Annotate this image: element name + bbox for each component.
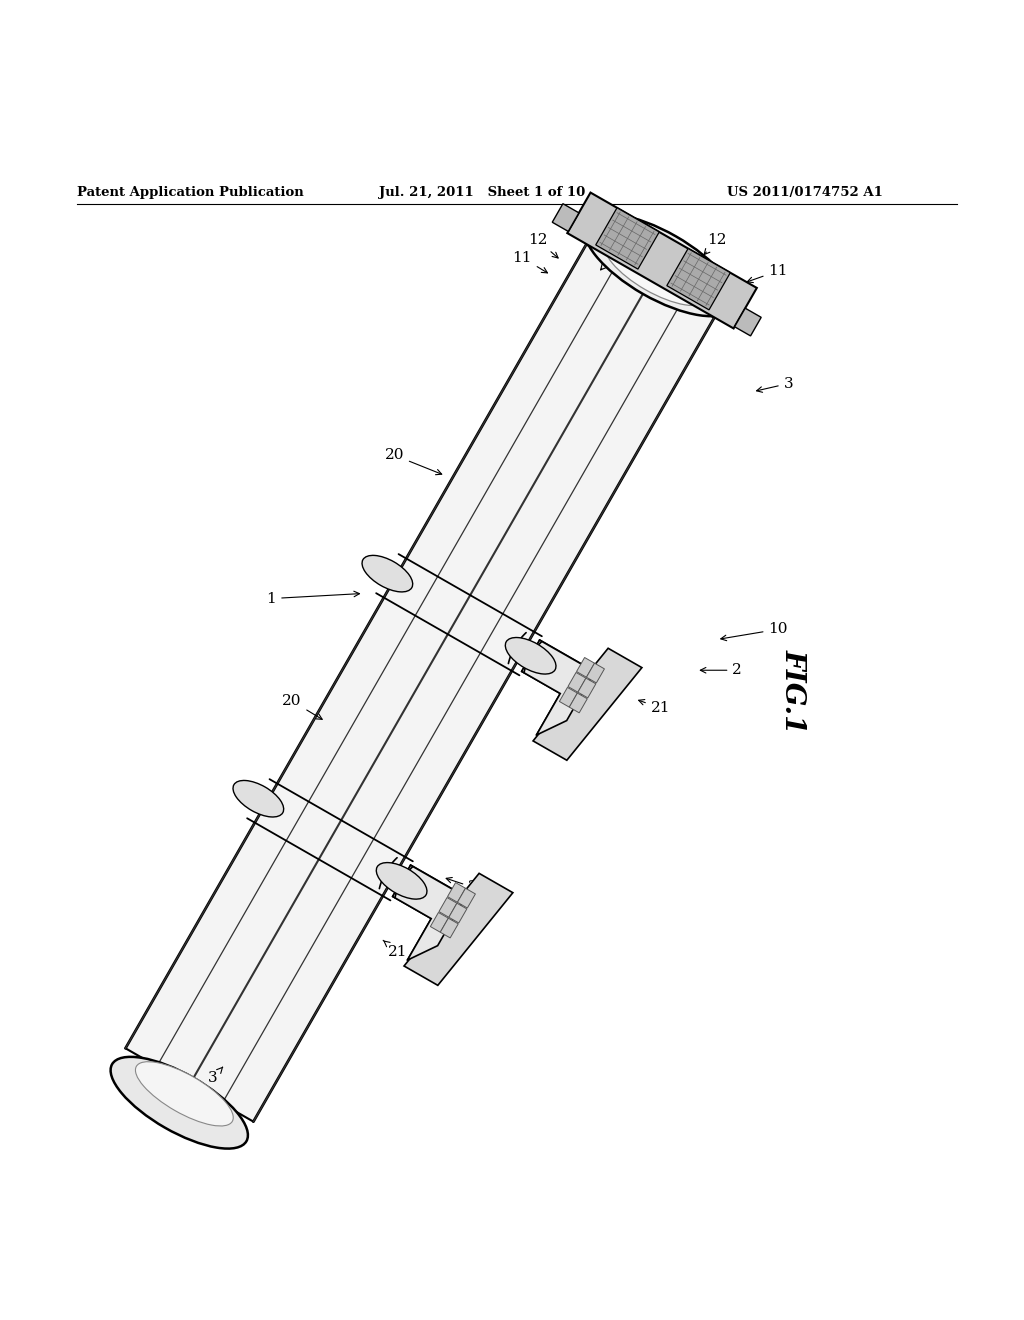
Polygon shape <box>567 193 757 329</box>
Polygon shape <box>449 903 467 923</box>
Polygon shape <box>578 678 596 698</box>
Text: US 2011/0174752 A1: US 2011/0174752 A1 <box>727 186 883 198</box>
Polygon shape <box>430 912 449 932</box>
Text: 2: 2 <box>446 878 478 895</box>
Ellipse shape <box>233 780 284 817</box>
Ellipse shape <box>604 235 709 305</box>
Text: 11: 11 <box>748 264 788 282</box>
Text: 3: 3 <box>757 376 794 392</box>
Text: 3: 3 <box>208 1067 222 1085</box>
Polygon shape <box>587 663 604 682</box>
Polygon shape <box>568 672 586 692</box>
Polygon shape <box>569 693 588 713</box>
Ellipse shape <box>376 862 427 899</box>
Polygon shape <box>734 308 761 335</box>
Polygon shape <box>552 203 579 231</box>
Polygon shape <box>392 865 466 960</box>
Text: 11: 11 <box>512 251 548 273</box>
Ellipse shape <box>135 1061 233 1126</box>
Ellipse shape <box>584 214 735 317</box>
Polygon shape <box>440 919 459 939</box>
Polygon shape <box>596 207 659 269</box>
Polygon shape <box>404 874 513 985</box>
Polygon shape <box>447 883 466 903</box>
Polygon shape <box>439 898 457 917</box>
Text: 10: 10 <box>721 622 788 640</box>
Text: 1: 1 <box>266 591 359 606</box>
Ellipse shape <box>111 1057 248 1148</box>
Ellipse shape <box>362 556 413 591</box>
Text: 21: 21 <box>383 940 408 958</box>
Text: 12: 12 <box>705 234 727 255</box>
Text: FIG.1: FIG.1 <box>780 648 807 733</box>
Polygon shape <box>458 888 475 908</box>
Polygon shape <box>534 648 642 760</box>
Text: 20: 20 <box>282 694 323 719</box>
Ellipse shape <box>505 638 556 675</box>
Text: 21: 21 <box>639 700 671 715</box>
Polygon shape <box>126 244 714 1122</box>
Text: 4: 4 <box>601 251 616 269</box>
Text: Patent Application Publication: Patent Application Publication <box>77 186 303 198</box>
Polygon shape <box>521 640 595 735</box>
Text: 12: 12 <box>527 234 558 257</box>
Text: Jul. 21, 2011   Sheet 1 of 10: Jul. 21, 2011 Sheet 1 of 10 <box>379 186 585 198</box>
Polygon shape <box>559 688 578 708</box>
Polygon shape <box>667 248 730 310</box>
Polygon shape <box>577 657 595 677</box>
Text: 20: 20 <box>384 449 441 475</box>
Text: 2: 2 <box>700 663 742 677</box>
